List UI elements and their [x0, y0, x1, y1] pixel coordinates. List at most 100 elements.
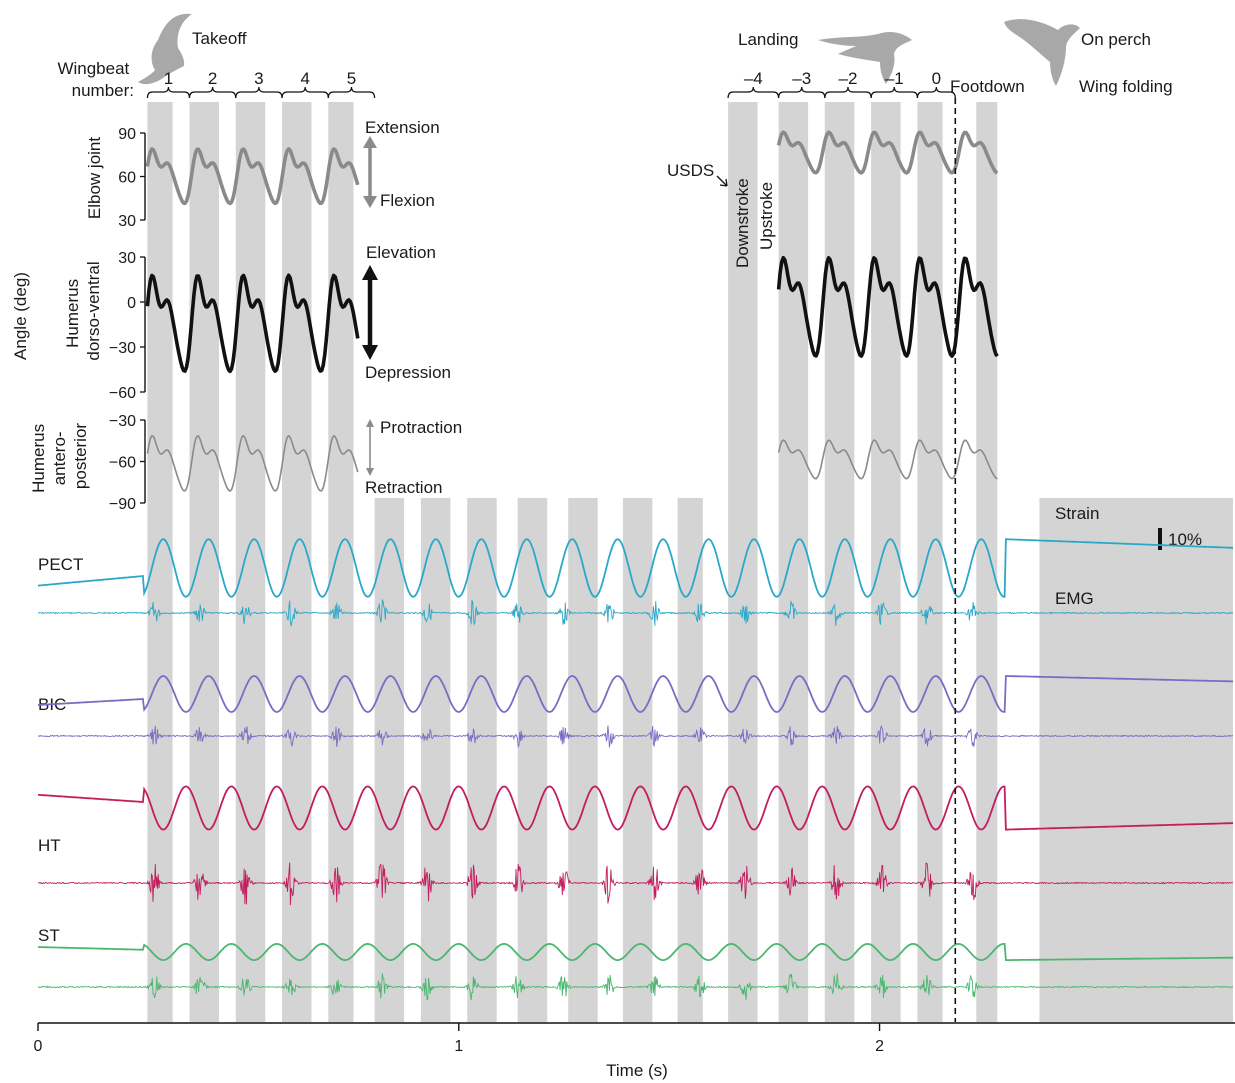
bird-perch-icon [1004, 19, 1080, 86]
humerus-dv-axis-label-line-2: dorso-ventral [84, 261, 103, 360]
wingbeat-brace [327, 86, 376, 99]
x-axis-title: Time (s) [606, 1061, 668, 1080]
stroke-band [420, 498, 451, 1022]
stroke-band [622, 498, 653, 1022]
folding-label: Wing folding [1079, 77, 1173, 96]
footdown-label: Footdown [950, 77, 1025, 96]
upstroke-label: Upstroke [757, 182, 776, 250]
protraction-label: Protraction [380, 418, 462, 437]
angle-axes: 30 60 90 −60 −30 0 30 −90 −60 −30 [109, 126, 146, 513]
emg-label: EMG [1055, 589, 1094, 608]
angle-trace [145, 147, 360, 206]
wingbeat-braces: 1 2 3 4 5 –4 –3 –2 –1 0 [146, 69, 956, 99]
usds-arrow [716, 175, 728, 187]
x-tick-label: 1 [454, 1038, 463, 1055]
wingbeat-brace [824, 86, 872, 99]
wingbeat-number: 3 [254, 69, 263, 88]
elbow-axis-label: Elbow joint [85, 137, 104, 219]
angle-tick-label: −90 [109, 496, 136, 513]
angle-trace [145, 273, 360, 374]
landing-label: Landing [738, 30, 799, 49]
muscle-traces [37, 538, 1234, 1001]
angle-axis-label: Angle (deg) [11, 272, 30, 360]
humerus-ap-axis-label-line-1: Humerus [29, 424, 48, 493]
emg-trace [37, 973, 1234, 1001]
stroke-band [728, 102, 758, 1022]
wingbeat-brace [235, 86, 283, 99]
stroke-bands [147, 102, 1233, 1022]
stroke-band [517, 498, 548, 1022]
strain-label: Strain [1055, 504, 1099, 523]
scale-bar [1158, 528, 1162, 550]
wingbeat-number: 1 [164, 69, 173, 88]
strain-trace [37, 675, 1233, 713]
stroke-band [1039, 498, 1233, 1022]
emg-trace [37, 598, 1234, 627]
angle-tick-label: 0 [127, 295, 136, 312]
angle-trace [776, 255, 999, 358]
x-tick-label: 0 [34, 1038, 43, 1055]
scale-bar-label: 10% [1168, 530, 1202, 549]
x-tick-label: 2 [875, 1038, 884, 1055]
humerus-ap-axis-label-line-3: posterior [71, 423, 90, 489]
humerus-ap-axis-label-line-2: antero- [50, 431, 69, 485]
wingbeat-brace [870, 86, 919, 99]
x-axis: 0 1 2 [34, 1022, 1235, 1055]
wingbeat-brace [916, 86, 956, 99]
wingbeat-brace [188, 86, 237, 99]
stroke-band [778, 102, 809, 1022]
angle-trace [776, 130, 999, 175]
wingbeat-brace [146, 86, 191, 99]
pect-label: PECT [38, 555, 83, 574]
wingbeat-number: 2 [208, 69, 217, 88]
strain-trace [37, 942, 1233, 962]
emg-trace [37, 862, 1234, 906]
stroke-band [917, 102, 943, 1022]
humerus-ap-range-arrow [366, 419, 374, 476]
strain-trace [37, 785, 1234, 831]
wingbeat-number: –3 [792, 69, 811, 88]
angle-tick-label: −60 [109, 455, 136, 472]
stroke-band [871, 102, 901, 1022]
wingbeat-number: 0 [932, 69, 941, 88]
stroke-band [568, 498, 598, 1022]
angle-tick-label: −30 [109, 340, 136, 357]
angle-traces [145, 130, 999, 492]
angle-tick-label: −30 [109, 413, 136, 430]
elbow-range-arrow [363, 136, 377, 208]
stroke-band [147, 102, 173, 1022]
stroke-band [235, 102, 266, 1022]
angle-tick-label: 90 [118, 126, 136, 143]
strain-trace [37, 538, 1233, 598]
stroke-band [467, 498, 497, 1022]
elevation-label: Elevation [366, 243, 436, 262]
humerus-dv-axis-label: Humerus dorso-ventral [63, 261, 103, 360]
downstroke-label: Downstroke [733, 178, 752, 268]
wingbeat-number: 4 [300, 69, 309, 88]
angle-tick-label: −60 [109, 385, 136, 402]
humerus-dv-range-arrow [362, 265, 378, 360]
perch-label: On perch [1081, 30, 1151, 49]
angle-tick-label: 30 [118, 213, 136, 230]
stroke-band [189, 102, 219, 1022]
wingbeat-number: –1 [885, 69, 904, 88]
wingbeat-number: 5 [347, 69, 356, 88]
takeoff-label: Takeoff [192, 29, 247, 48]
wingbeat-number: –4 [744, 69, 763, 88]
wingbeat-label-line-1: Wingbeat [57, 59, 129, 78]
wingbeat-brace [727, 86, 780, 99]
angle-tick-label: 60 [118, 170, 136, 187]
stroke-band [374, 498, 405, 1022]
stroke-band [282, 102, 312, 1022]
extension-label: Extension [365, 118, 440, 137]
retraction-label: Retraction [365, 478, 442, 497]
humerus-ap-axis-label: Humerus antero- posterior [29, 419, 90, 493]
usds-label: USDS [667, 161, 714, 180]
angle-trace [146, 434, 359, 492]
wingbeat-number: –2 [839, 69, 858, 88]
wingbeat-label: Wingbeat number: [57, 59, 134, 100]
bird-takeoff-icon [138, 13, 192, 85]
depression-label: Depression [365, 363, 451, 382]
st-label: ST [38, 926, 60, 945]
